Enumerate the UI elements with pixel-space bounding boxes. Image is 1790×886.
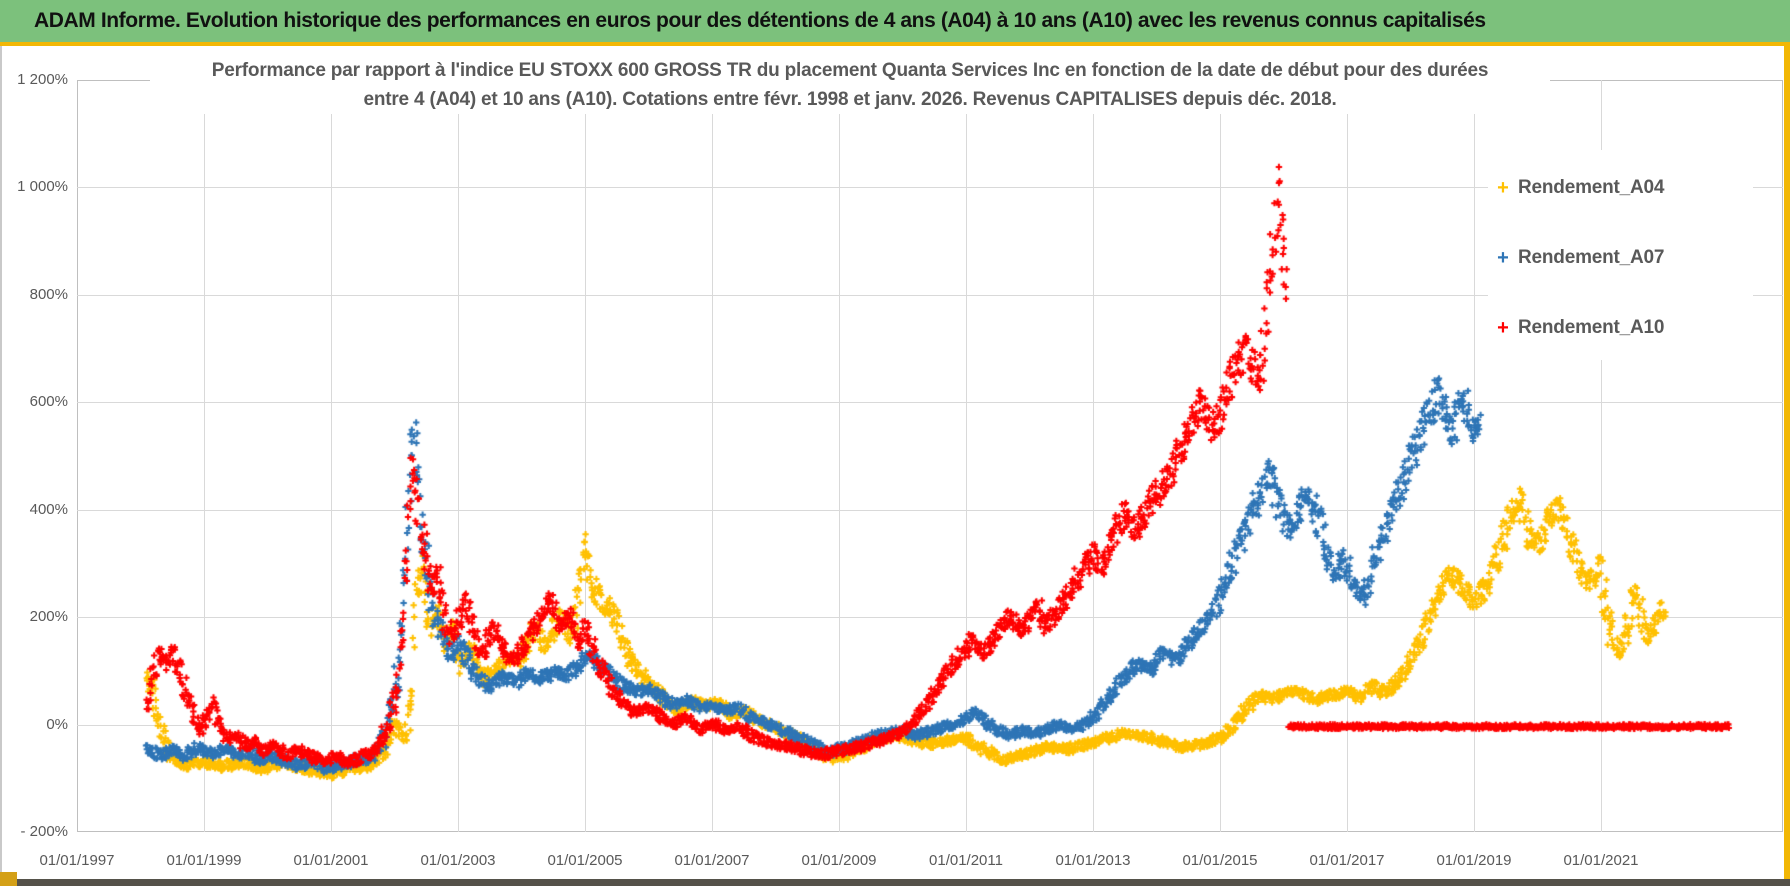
chart-title-line1: Performance par rapport à l'indice EU ST… <box>211 60 1489 81</box>
legend-item-rendement-a04[interactable]: + Rendement_A04 <box>1488 173 1753 203</box>
legend-item-rendement-a07[interactable]: + Rendement_A07 <box>1488 243 1753 273</box>
chart-title: Performance par rapport à l'indice EU ST… <box>150 56 1550 114</box>
legend-label-a04: Rendement_A04 <box>1518 177 1665 198</box>
chart-title-line2: entre 4 (A04) et 10 ans (A10). Cotations… <box>363 89 1337 110</box>
plus-marker-icon: + <box>1497 317 1509 339</box>
legend-label-a10: Rendement_A10 <box>1518 317 1665 338</box>
legend-label-a07: Rendement_A07 <box>1518 247 1665 268</box>
legend-item-rendement-a10[interactable]: + Rendement_A10 <box>1488 313 1753 343</box>
plus-marker-icon: + <box>1497 177 1509 199</box>
chart-legend: + Rendement_A04 + Rendement_A07 + Rendem… <box>1488 150 1753 360</box>
plus-marker-icon: + <box>1497 247 1509 269</box>
